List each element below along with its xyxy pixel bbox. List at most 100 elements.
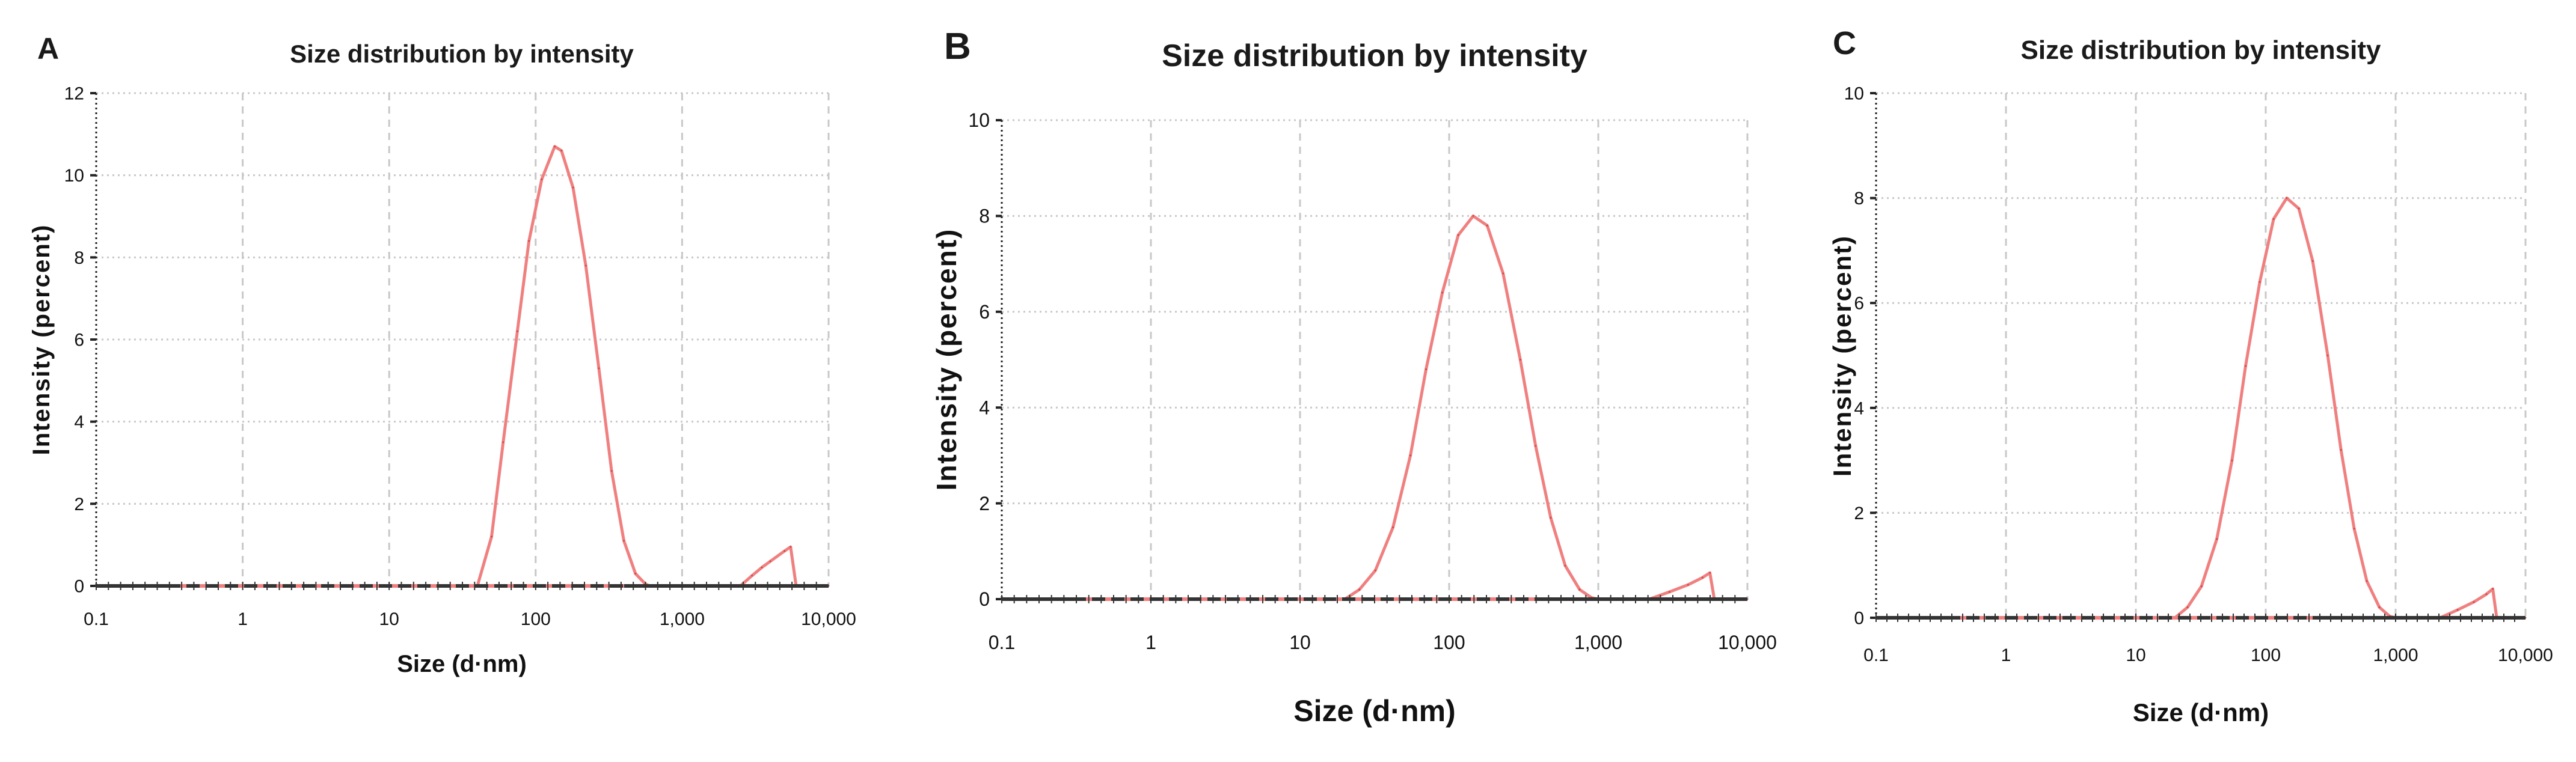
x-tick-label: 10 xyxy=(1289,632,1311,653)
x-tick-label: 100 xyxy=(2251,645,2281,665)
y-tick-label: 2 xyxy=(979,493,990,514)
series-point xyxy=(1668,591,1670,593)
x-tick-label: 10,000 xyxy=(1718,632,1777,653)
x-tick-label: 10,000 xyxy=(801,609,856,629)
series-point xyxy=(584,264,587,267)
series-point xyxy=(1358,588,1361,591)
series-point xyxy=(2186,606,2189,609)
series-point xyxy=(1550,517,1552,519)
y-tick-label: 6 xyxy=(1854,294,1864,314)
series-point xyxy=(2366,580,2368,582)
y-tick-label: 4 xyxy=(74,412,84,432)
x-tick-label: 100 xyxy=(521,609,551,629)
x-tick-label: 10 xyxy=(2126,645,2145,665)
series-point xyxy=(2245,365,2247,367)
y-tick-label: 10 xyxy=(1844,84,1864,104)
y-tick-label: 0 xyxy=(979,588,990,610)
panel-letter: A xyxy=(37,32,59,66)
x-tick-label: 0.1 xyxy=(1863,645,1889,665)
series-point xyxy=(2286,197,2288,200)
chart-panel-c: C Size distribution by intensity 0 2 4 6 8 10 0.… xyxy=(1828,25,2553,727)
chart-title: Size distribution by intensity xyxy=(1162,38,1587,73)
series-point xyxy=(1441,291,1444,294)
series-point xyxy=(2485,593,2488,596)
series-point xyxy=(1502,272,1504,275)
series-line xyxy=(1876,197,2525,620)
x-tick-label: 0.1 xyxy=(989,632,1015,653)
y-tick-label: 2 xyxy=(1854,504,1864,523)
series-point xyxy=(1535,445,1537,447)
y-tick-label: 6 xyxy=(74,331,84,350)
y-tick-label: 8 xyxy=(979,206,990,227)
series-point xyxy=(2326,355,2329,356)
x-axis-label: Size (d·nm) xyxy=(397,651,527,677)
y-axis-label: Intensity (percent) xyxy=(931,228,962,491)
series-point xyxy=(784,550,786,552)
x-tick-label: 10,000 xyxy=(2498,645,2553,665)
series-point xyxy=(2298,207,2300,210)
x-axis-label: Size (d·nm) xyxy=(2133,698,2269,727)
series-point xyxy=(2259,281,2261,283)
series-point xyxy=(1392,526,1394,528)
series-point xyxy=(622,540,625,542)
x-tick-label: 1 xyxy=(1145,632,1156,653)
series-line xyxy=(1002,214,1747,601)
x-tick-label: 1,000 xyxy=(1574,632,1622,653)
series-point xyxy=(502,441,504,443)
x-axis-label: Size (d·nm) xyxy=(1293,694,1455,728)
series-point xyxy=(1701,576,1704,579)
series-point xyxy=(2216,538,2218,540)
series-point xyxy=(560,150,563,152)
series-point xyxy=(1472,215,1474,217)
series-point xyxy=(490,535,492,538)
panel-letter: B xyxy=(944,26,971,67)
x-tick-label: 0.1 xyxy=(84,609,109,629)
x-tick-label: 1 xyxy=(238,609,248,629)
series-point xyxy=(554,145,556,148)
series-point xyxy=(2272,218,2275,221)
y-tick-label: 6 xyxy=(979,301,990,323)
series-point xyxy=(572,186,574,189)
chart-panel-b: B Size distribution by intensity 0 2 4 6 8 10 0.… xyxy=(931,26,1777,728)
series-point xyxy=(1425,368,1428,370)
series-point xyxy=(761,566,763,568)
y-tick-label: 8 xyxy=(1854,189,1864,209)
x-tick-label: 1,000 xyxy=(660,609,705,629)
series-point xyxy=(528,240,530,242)
series-point xyxy=(634,573,637,575)
chart-title: Size distribution by intensity xyxy=(2021,35,2381,65)
series-point xyxy=(790,546,792,548)
series-point xyxy=(1578,588,1581,591)
series-point xyxy=(1564,564,1566,567)
series-point xyxy=(1457,234,1459,236)
series-point xyxy=(2378,606,2381,609)
series-point xyxy=(2200,585,2203,588)
series-point xyxy=(1709,572,1711,574)
series-point xyxy=(541,178,543,180)
y-axis-label: Intensity (percent) xyxy=(28,224,55,456)
y-tick-label: 12 xyxy=(64,84,84,104)
series-point xyxy=(2311,260,2314,262)
series-point xyxy=(2492,588,2494,590)
series-point xyxy=(2353,528,2355,530)
y-tick-label: 4 xyxy=(979,397,990,418)
y-tick-label: 10 xyxy=(64,166,84,186)
x-tick-label: 10 xyxy=(379,609,399,629)
chart-panel-a: A Size distribution by intensity 0 2 4 6 8 10 12… xyxy=(28,32,856,677)
series-line xyxy=(96,145,829,588)
series-point xyxy=(751,575,753,577)
y-tick-label: 2 xyxy=(74,495,84,514)
series-point xyxy=(2231,459,2233,462)
series-point xyxy=(2340,449,2342,451)
x-tick-label: 100 xyxy=(1433,632,1465,653)
series-point xyxy=(598,367,600,370)
y-tick-label: 4 xyxy=(1854,398,1864,418)
panel-letter: C xyxy=(1833,25,1856,61)
series-point xyxy=(769,560,771,562)
y-tick-label: 10 xyxy=(968,109,990,131)
series-point xyxy=(1519,359,1521,361)
series-point xyxy=(516,330,518,332)
x-tick-label: 1,000 xyxy=(2373,645,2418,665)
y-tick-label: 8 xyxy=(74,248,84,268)
x-tick-label: 1 xyxy=(2001,645,2011,665)
